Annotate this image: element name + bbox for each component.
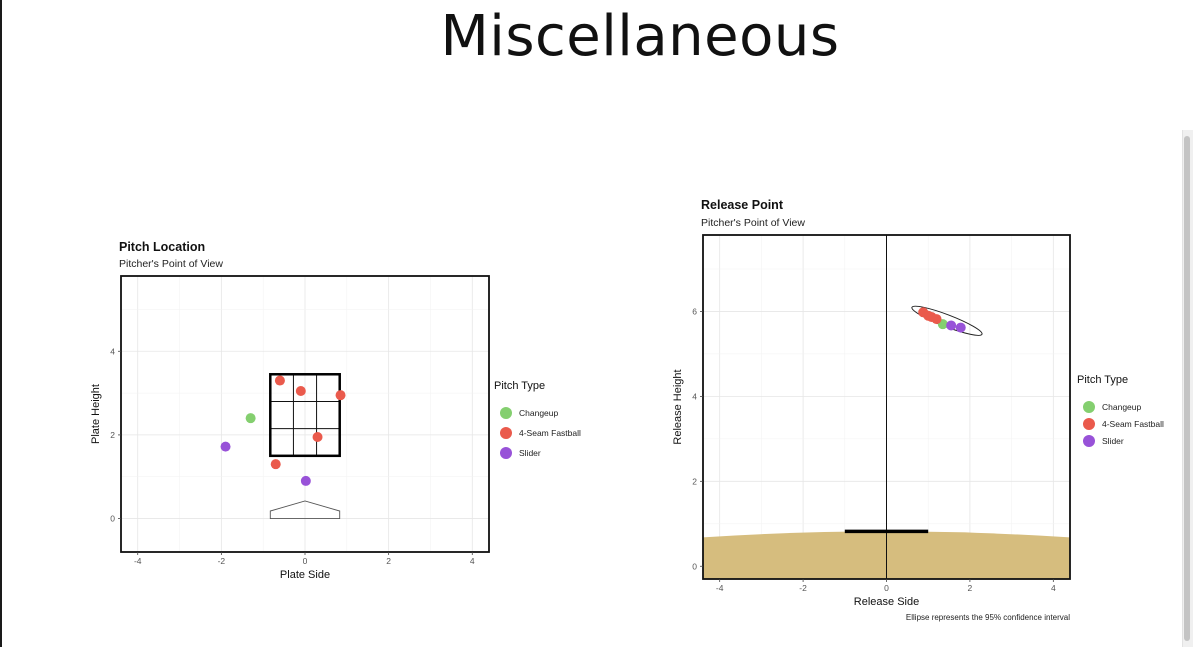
slide-title: Miscellaneous bbox=[440, 4, 840, 69]
pitch-location-chart: Pitch Location Pitcher's Point of View -4 -… bbox=[90, 240, 581, 581]
data-point bbox=[931, 314, 942, 325]
series-4-seam-fastball bbox=[918, 307, 942, 325]
data-point bbox=[270, 459, 281, 470]
x-tick-label: -2 bbox=[218, 556, 226, 566]
y-tick-label: 2 bbox=[110, 430, 115, 440]
chart-subtitle: Pitcher's Point of View bbox=[119, 258, 223, 270]
y-axis-label: Plate Height bbox=[90, 384, 102, 444]
scrollbar-thumb[interactable] bbox=[1184, 136, 1190, 641]
legend-title: Pitch Type bbox=[494, 380, 545, 392]
legend-title: Pitch Type bbox=[1077, 374, 1128, 386]
release-point-chart: Release Point Pitcher's Point of View -4 -2… bbox=[672, 198, 1164, 622]
chart-title: Release Point bbox=[701, 198, 784, 212]
legend-label: 4-Seam Fastball bbox=[519, 428, 581, 438]
x-axis-label: Release Side bbox=[854, 596, 919, 608]
series-slider bbox=[220, 441, 311, 486]
zone-outline bbox=[269, 373, 341, 458]
x-tick-label: -4 bbox=[134, 556, 142, 566]
x-tick-label: 4 bbox=[1051, 583, 1056, 593]
legend-swatch bbox=[1083, 435, 1095, 447]
data-point bbox=[300, 475, 311, 486]
data-point bbox=[955, 322, 966, 333]
data-point bbox=[220, 441, 231, 452]
data-point bbox=[946, 320, 957, 331]
legend-label: Slider bbox=[519, 448, 541, 458]
legend: Pitch Type Changeup 4-Seam Fastball Slider bbox=[1077, 374, 1164, 447]
grid bbox=[121, 276, 489, 552]
y-tick-label: 0 bbox=[692, 561, 697, 571]
x-tick-label: 2 bbox=[968, 583, 973, 593]
x-tick-label: 0 bbox=[884, 583, 889, 593]
chart-title: Pitch Location bbox=[119, 240, 205, 254]
legend-label: 4-Seam Fastball bbox=[1102, 419, 1164, 429]
data-point bbox=[312, 432, 323, 442]
x-tick-label: 4 bbox=[470, 556, 475, 566]
y-axis-label: Release Height bbox=[672, 369, 684, 444]
y-tick-label: 6 bbox=[692, 306, 697, 316]
chart-note: Ellipse represents the 95% confidence in… bbox=[906, 613, 1070, 622]
data-point bbox=[245, 413, 256, 424]
y-tick-label: 2 bbox=[692, 476, 697, 486]
legend-swatch bbox=[500, 407, 512, 419]
y-tick-label: 4 bbox=[692, 391, 697, 401]
legend-swatch bbox=[1083, 401, 1095, 413]
chart-subtitle: Pitcher's Point of View bbox=[701, 217, 805, 229]
series-4-seam-fastball bbox=[270, 375, 346, 470]
x-axis-label: Plate Side bbox=[280, 569, 330, 581]
series-slider bbox=[946, 320, 966, 333]
legend-swatch bbox=[500, 427, 512, 439]
x-tick-label: -4 bbox=[716, 583, 724, 593]
x-tick-label: 2 bbox=[386, 556, 391, 566]
x-tick-label: 0 bbox=[303, 556, 308, 566]
y-tick-label: 4 bbox=[110, 346, 115, 356]
legend-swatch bbox=[1083, 418, 1095, 430]
home-plate bbox=[269, 500, 341, 519]
data-point bbox=[295, 386, 306, 396]
legend-label: Changeup bbox=[519, 408, 559, 418]
x-tick-label: -2 bbox=[799, 583, 807, 593]
window-left-edge bbox=[0, 0, 2, 647]
strike-zone bbox=[269, 373, 341, 458]
legend-swatch bbox=[500, 447, 512, 459]
data-point bbox=[274, 375, 285, 386]
legend: Pitch Type Changeup 4-Seam Fastball Slider bbox=[494, 380, 581, 459]
y-tick-label: 0 bbox=[110, 514, 115, 524]
legend-label: Changeup bbox=[1102, 402, 1142, 412]
legend-label: Slider bbox=[1102, 436, 1124, 446]
series-changeup bbox=[245, 413, 256, 424]
data-point bbox=[335, 390, 346, 401]
